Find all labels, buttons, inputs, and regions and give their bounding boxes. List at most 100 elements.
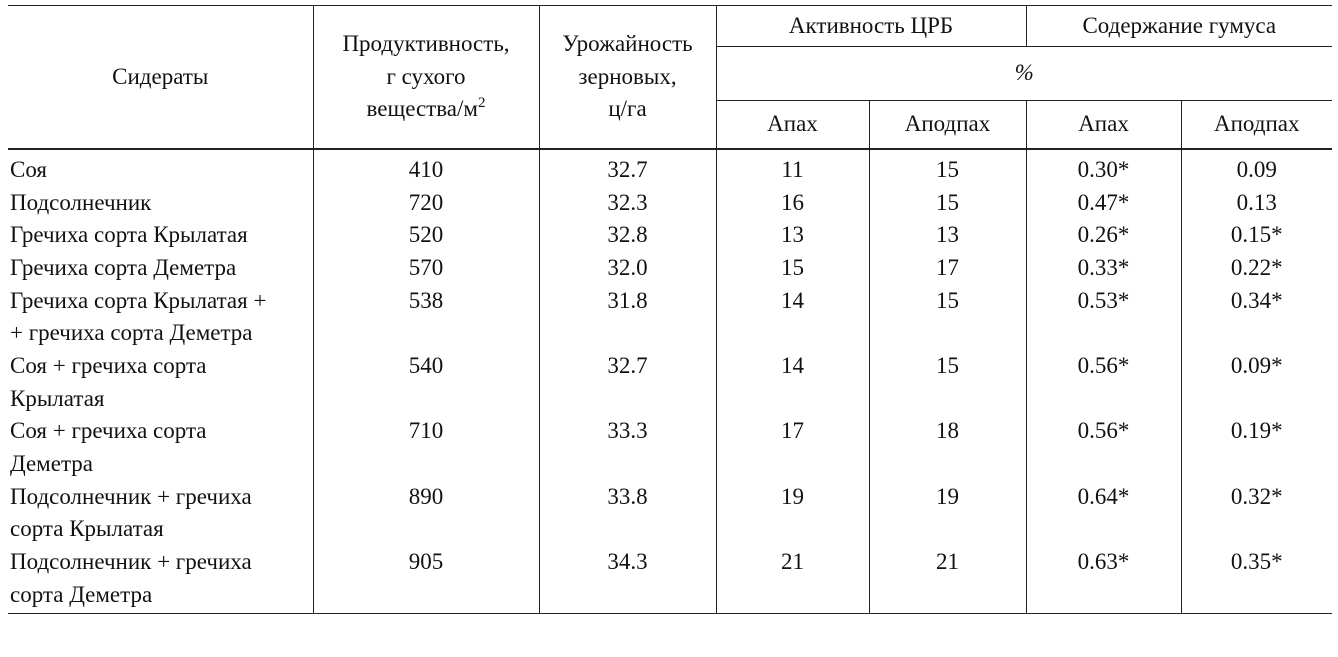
cell-activity-apodpah: 21 [868,545,1027,615]
cell-humus-apodpah: 0.09 [1180,149,1333,187]
header-sideraty: Сидераты [8,5,313,150]
cell-humus-apodpah: 0.19* [1180,415,1333,481]
cell-activity-apodpah: 15 [868,284,1027,350]
header-activity-apah: Апах [715,100,869,150]
table-row: Подсолнечник + гречиха сорта Крылатая 890… [8,480,1333,546]
cell-activity-apah: 21 [715,545,869,615]
cell-name: Подсолнечник + гречиха сорта Деметра [8,545,313,615]
cell-activity-apah: 15 [715,251,869,285]
cell-productivity: 570 [312,251,539,285]
cell-humus-apodpah: 0.34* [1180,284,1333,350]
cell-activity-apodpah: 17 [868,251,1027,285]
cell-humus-apah: 0.30* [1025,149,1182,187]
name-line1: Подсолнечник + гречиха [10,548,252,574]
table-row: Гречиха сорта Крылатая + + гречиха сорта … [8,284,1333,350]
header-percent-sign: % [1014,60,1034,86]
header-percent: % [715,46,1333,101]
table-container: Сидераты Продуктивность, г сухого вещест… [8,5,1333,615]
cell-humus-apah: 0.26* [1025,219,1182,252]
cell-name: Соя + гречиха сорта Крылатая [8,350,313,415]
cell-activity-apodpah: 18 [868,415,1027,481]
name-line1: Соя [10,157,47,182]
header-activity: Активность ЦРБ [715,5,1027,47]
cell-yield: 31.8 [538,284,716,350]
name-line1: Гречиха сорта Крылатая + [10,287,267,313]
cell-activity-apah: 14 [715,284,869,350]
cell-activity-apah: 13 [715,219,869,252]
cell-activity-apah: 11 [715,149,869,187]
table-row: Соя 410 32.7 11 15 0.30* 0.09 [8,149,1333,187]
cell-yield: 32.0 [538,251,716,285]
cell-productivity: 410 [312,149,539,187]
cell-productivity: 890 [312,480,539,546]
header-humus-apah: Апах [1025,100,1182,150]
name-line2: сорта Крылатая [10,516,164,542]
table-row: Подсолнечник + гречиха сорта Деметра 905 … [8,545,1333,615]
header-productivity: Продуктивность, г сухого вещества/м2 [312,5,539,150]
cell-activity-apah: 16 [715,186,869,220]
header-productivity-line3: вещества/м [366,96,478,122]
cell-humus-apodpah: 0.15* [1180,219,1333,252]
cell-humus-apodpah: 0.35* [1180,545,1333,615]
name-line1: Соя + гречиха сорта [10,352,207,378]
cell-humus-apah: 0.56* [1025,349,1182,416]
name-line1: Подсолнечник + гречиха [10,483,252,509]
cell-humus-apodpah: 0.13 [1180,186,1333,220]
header-yield-line3: ц/га [608,96,647,122]
cell-humus-apah: 0.47* [1025,186,1182,220]
name-line2: сорта Деметра [10,581,153,607]
cell-humus-apah: 0.33* [1025,251,1182,285]
cell-name: Подсолнечник + гречиха сорта Крылатая [8,481,313,546]
cell-humus-apah: 0.53* [1025,284,1182,350]
table-body: Соя 410 32.7 11 15 0.30* 0.09 Подсолнечн… [8,149,1333,615]
header-yield-line2: зерновых, [578,63,677,89]
header-productivity-line2: г сухого [386,63,466,89]
header-yield: Урожайность зерновых, ц/га [538,5,716,150]
table-row: Соя + гречиха сорта Деметра 710 33.3 17 1… [8,415,1333,481]
name-line1: Гречиха сорта Крылатая [10,222,248,248]
name-line2: Крылатая [10,385,105,411]
header-yield-line1: Урожайность [562,31,693,57]
cell-yield: 32.7 [538,349,716,416]
header-activity-apodpah: Аподпах [868,100,1027,150]
cell-activity-apodpah: 13 [868,219,1027,252]
cell-name: Соя [8,149,313,187]
cell-yield: 32.3 [538,186,716,220]
cell-name: Соя + гречиха сорта Деметра [8,415,313,480]
cell-productivity: 905 [312,545,539,615]
cell-productivity: 540 [312,349,539,416]
name-line1: Подсолнечник [10,189,152,215]
cell-activity-apodpah: 15 [868,186,1027,220]
cell-humus-apah: 0.63* [1025,545,1182,615]
cell-humus-apodpah: 0.32* [1180,480,1333,546]
cell-yield: 32.7 [538,149,716,187]
cell-name: Подсолнечник [8,187,313,220]
cell-productivity: 710 [312,415,539,481]
table-header: Сидераты Продуктивность, г сухого вещест… [8,5,1333,150]
cell-activity-apah: 17 [715,415,869,481]
cell-name: Гречиха сорта Крылатая [8,219,313,252]
table-row: Соя + гречиха сорта Крылатая 540 32.7 14 … [8,349,1333,416]
name-line1: Гречиха сорта Деметра [10,254,237,280]
cell-humus-apodpah: 0.22* [1180,251,1333,285]
cell-humus-apah: 0.64* [1025,480,1182,546]
cell-yield: 33.3 [538,415,716,481]
cell-activity-apodpah: 15 [868,149,1027,187]
cell-activity-apodpah: 15 [868,349,1027,416]
name-line2: Деметра [10,450,93,476]
cell-humus-apodpah: 0.09* [1180,349,1333,416]
cell-yield: 33.8 [538,480,716,546]
table-row: Гречиха сорта Крылатая 520 32.8 13 13 0.… [8,219,1333,252]
data-table: Сидераты Продуктивность, г сухого вещест… [8,5,1333,615]
header-humus: Содержание гумуса [1025,5,1333,47]
header-productivity-sup: 2 [477,95,486,112]
cell-activity-apah: 14 [715,349,869,416]
cell-yield: 32.8 [538,219,716,252]
cell-humus-apah: 0.56* [1025,415,1182,481]
cell-name: Гречиха сорта Деметра [8,252,313,285]
cell-productivity: 520 [312,219,539,252]
name-line2: + гречиха сорта Деметра [10,320,253,346]
cell-name: Гречиха сорта Крылатая + + гречиха сорта … [8,285,313,350]
cell-productivity: 720 [312,186,539,220]
cell-yield: 34.3 [538,545,716,615]
